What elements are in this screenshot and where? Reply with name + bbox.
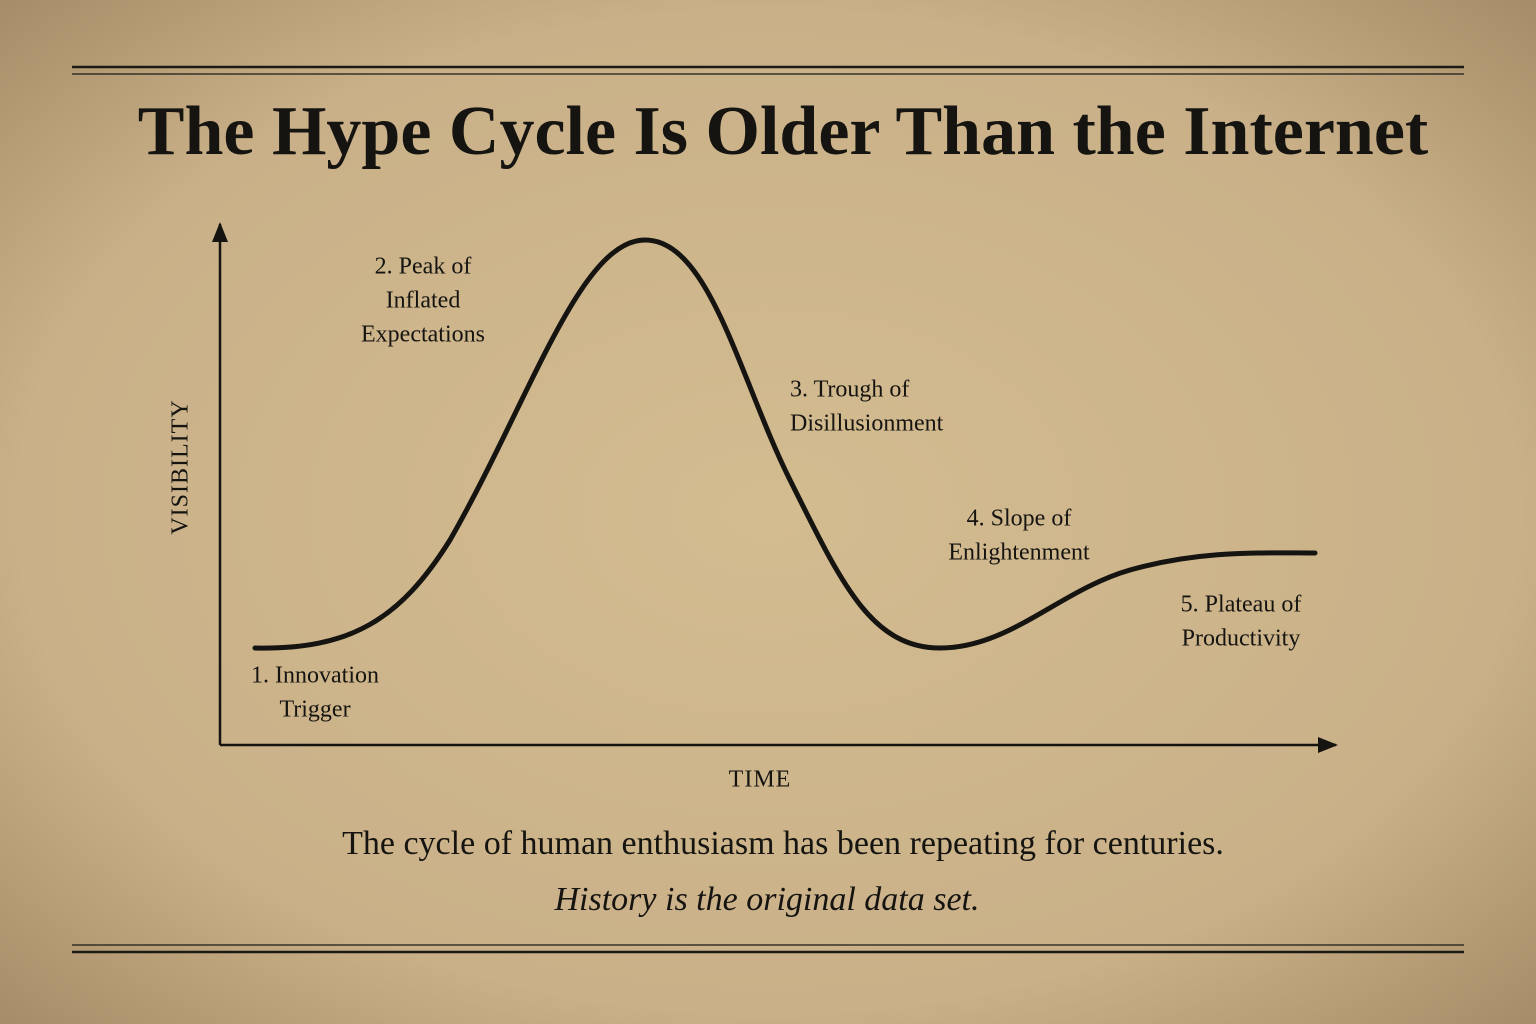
caption: The cycle of human enthusiasm has been r… (342, 825, 1224, 862)
phase-label: Expectations (361, 322, 485, 348)
phase-label: 2. Peak of (375, 254, 472, 280)
rules (72, 65, 1464, 954)
phase-label: Disillusionment (790, 411, 944, 437)
axes (212, 222, 1338, 753)
phase-label: Trigger (279, 697, 350, 723)
tagline: History is the original data set. (554, 881, 980, 918)
y-axis-label: VISIBILITY (168, 399, 194, 534)
phase-label: 4. Slope of (967, 506, 1072, 532)
hype-curve (252, 237, 1318, 651)
phase-label: 3. Trough of (790, 377, 909, 403)
title: The Hype Cycle Is Older Than the Interne… (138, 93, 1429, 170)
phase-label: Productivity (1182, 626, 1301, 652)
phase-label: Inflated (386, 288, 461, 314)
phase-label: 5. Plateau of (1181, 592, 1302, 618)
phase-label: Enlightenment (948, 540, 1090, 566)
phase-label: 1. Innovation (251, 663, 379, 689)
phase-labels: 1. Innovation Trigger 2. Peak of Inflated Ex… (251, 254, 1301, 723)
x-axis-label: TIME (729, 767, 792, 793)
